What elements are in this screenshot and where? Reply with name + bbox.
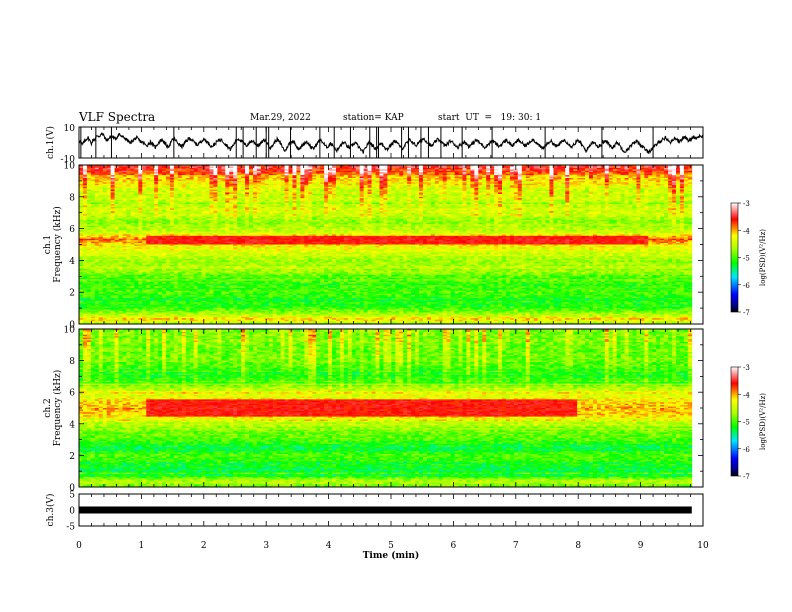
- ch2-colorbar: [731, 367, 738, 476]
- ch1-spectrogram: [79, 165, 703, 324]
- ch3-ytick-label: 5: [69, 491, 75, 501]
- ch2-colorbar-tick-label: -6: [743, 446, 750, 454]
- ch1-colorbar: [731, 203, 738, 312]
- ch3-ytick-label: 0: [69, 507, 75, 517]
- ch1-colorbar-label: log(PSD)(V²/Hz): [759, 229, 767, 286]
- ch1-colorbar-tick-label: -5: [743, 255, 750, 263]
- x-axis-label: Time (min): [363, 550, 420, 561]
- ch2-colorbar-tick-label: -7: [743, 473, 750, 481]
- xtick-label: 1: [139, 541, 145, 551]
- ch2-colorbar-tick-label: -4: [743, 391, 750, 399]
- ch2-ylabel: Frequency (kHz): [52, 370, 63, 447]
- ch1-ylabel: Frequency (kHz): [52, 206, 63, 283]
- xtick-label: 10: [697, 541, 709, 551]
- xtick-label: 9: [638, 541, 644, 551]
- xtick-label: 8: [575, 541, 581, 551]
- ch2-colorbar-tick-label: -3: [743, 364, 750, 372]
- ch1-channel-label: ch.1: [43, 235, 53, 254]
- xtick-label: 3: [263, 541, 269, 551]
- xtick-label: 4: [326, 541, 332, 551]
- ch3-ylabel: ch.3(V): [45, 494, 56, 527]
- ch1-colorbar-tick-label: -3: [743, 200, 750, 208]
- ch2-ytick-label: 2: [69, 452, 75, 462]
- ch3-ytick-label: -5: [66, 523, 75, 533]
- ch1-colorbar-tick-label: -7: [743, 309, 750, 317]
- xtick-label: 6: [451, 541, 457, 551]
- xtick-label: 0: [76, 541, 82, 551]
- xtick-label: 7: [513, 541, 519, 551]
- ch2-ytick-label: 8: [69, 357, 75, 367]
- ch1-colorbar-tick-label: -4: [743, 227, 750, 235]
- xtick-label: 5: [388, 541, 394, 551]
- ch2-colorbar-tick-label: -5: [743, 419, 750, 427]
- ch2-ytick-label: 10: [64, 326, 76, 336]
- ch1-ytick-label: 6: [69, 225, 75, 235]
- ch1-ytick-label: 10: [64, 124, 76, 134]
- ch2-colorbar-label: log(PSD)(V²/Hz): [759, 393, 767, 450]
- ch3-waveform-line: [79, 507, 692, 514]
- ch1-colorbar-tick-label: -6: [743, 282, 750, 290]
- ch2-ytick-label: 6: [69, 389, 75, 399]
- ch1-ylabel: ch.1(V): [45, 126, 56, 159]
- ch2-ytick-label: 4: [69, 420, 75, 430]
- xtick-label: 2: [201, 541, 207, 551]
- ch1-ytick-label: 2: [69, 289, 75, 299]
- ch2-spectrogram: [79, 329, 703, 487]
- ch1-ytick-label: 8: [69, 193, 75, 203]
- ch1-ytick-label: 4: [69, 257, 75, 267]
- ch1-ytick-label: 10: [64, 162, 76, 172]
- ch2-channel-label: ch.2: [43, 398, 53, 417]
